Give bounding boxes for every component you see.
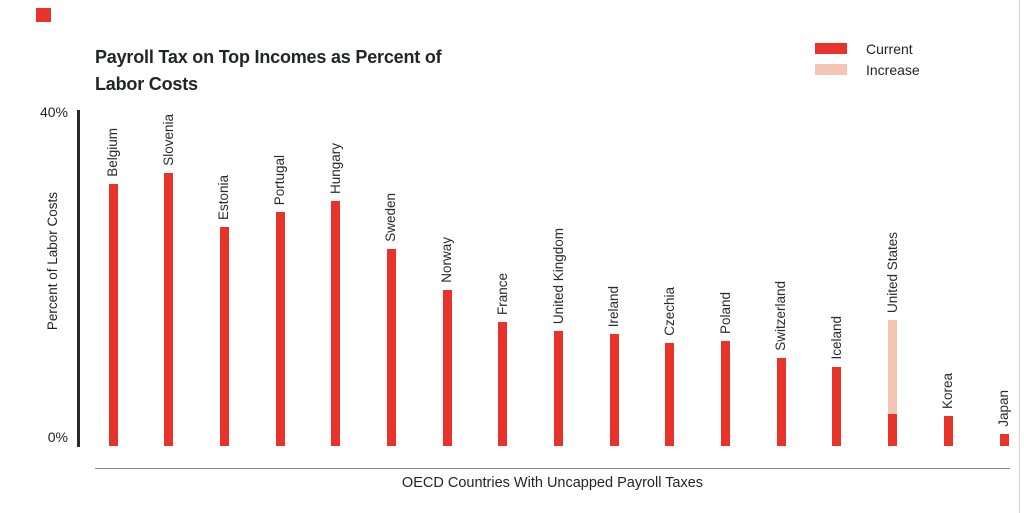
bar-current [386,249,396,446]
bar-current [219,227,229,446]
y-axis-max-tick-label: 40% [39,104,68,120]
bar-current [554,331,564,446]
bar-current [108,184,118,446]
bar-label: Slovenia [160,114,176,166]
bar-current [164,173,174,446]
legend-label-increase: Increase [866,61,920,78]
bar-current [721,341,731,446]
bar-current [943,416,953,446]
bar-label: Estonia [216,174,232,220]
bar-current [275,212,285,446]
bar-label: Poland [717,291,733,334]
bar-increase [888,320,898,414]
bar-label: Japan [996,390,1012,427]
x-axis-line [95,468,1010,469]
legend-swatch-increase [815,64,847,75]
bar-current [442,290,452,446]
bar-label: Ireland [606,285,622,327]
bar-current [832,367,842,446]
legend-label-current: Current [866,40,913,57]
bar-label: Czechia [661,287,677,336]
right-border-line [1019,0,1020,513]
bar-label: Korea [940,372,956,409]
x-axis-title: OECD Countries With Uncapped Payroll Tax… [401,475,704,491]
legend: Current Increase [815,40,920,84]
bar-current [665,343,675,446]
bar-current [999,434,1009,446]
bar-label: Iceland [828,316,844,360]
legend-swatch-current [815,43,847,54]
bar-label: Switzerland [773,281,789,351]
bar-current [609,334,619,446]
y-axis-min-tick-label: 0% [47,429,68,445]
bar-label: Hungary [327,142,343,194]
brand-logo-red-square [36,8,51,22]
bar-label: Norway [439,237,455,283]
bar-current [498,322,508,446]
bar-label: France [494,272,510,315]
bar-label: Sweden [383,193,399,242]
bar-current [776,358,786,446]
legend-item-increase: Increase [815,61,920,78]
bar-current [888,414,898,446]
bar-label: Portugal [272,154,288,205]
legend-item-current: Current [815,40,920,57]
bar-label: United Kingdom [550,227,566,324]
bar-current [331,201,341,446]
bar-label: United States [884,231,900,313]
bar-label: Belgium [105,128,120,177]
chart-title: Payroll Tax on Top Incomes as Percent of… [95,47,442,94]
y-axis-line [77,110,80,447]
